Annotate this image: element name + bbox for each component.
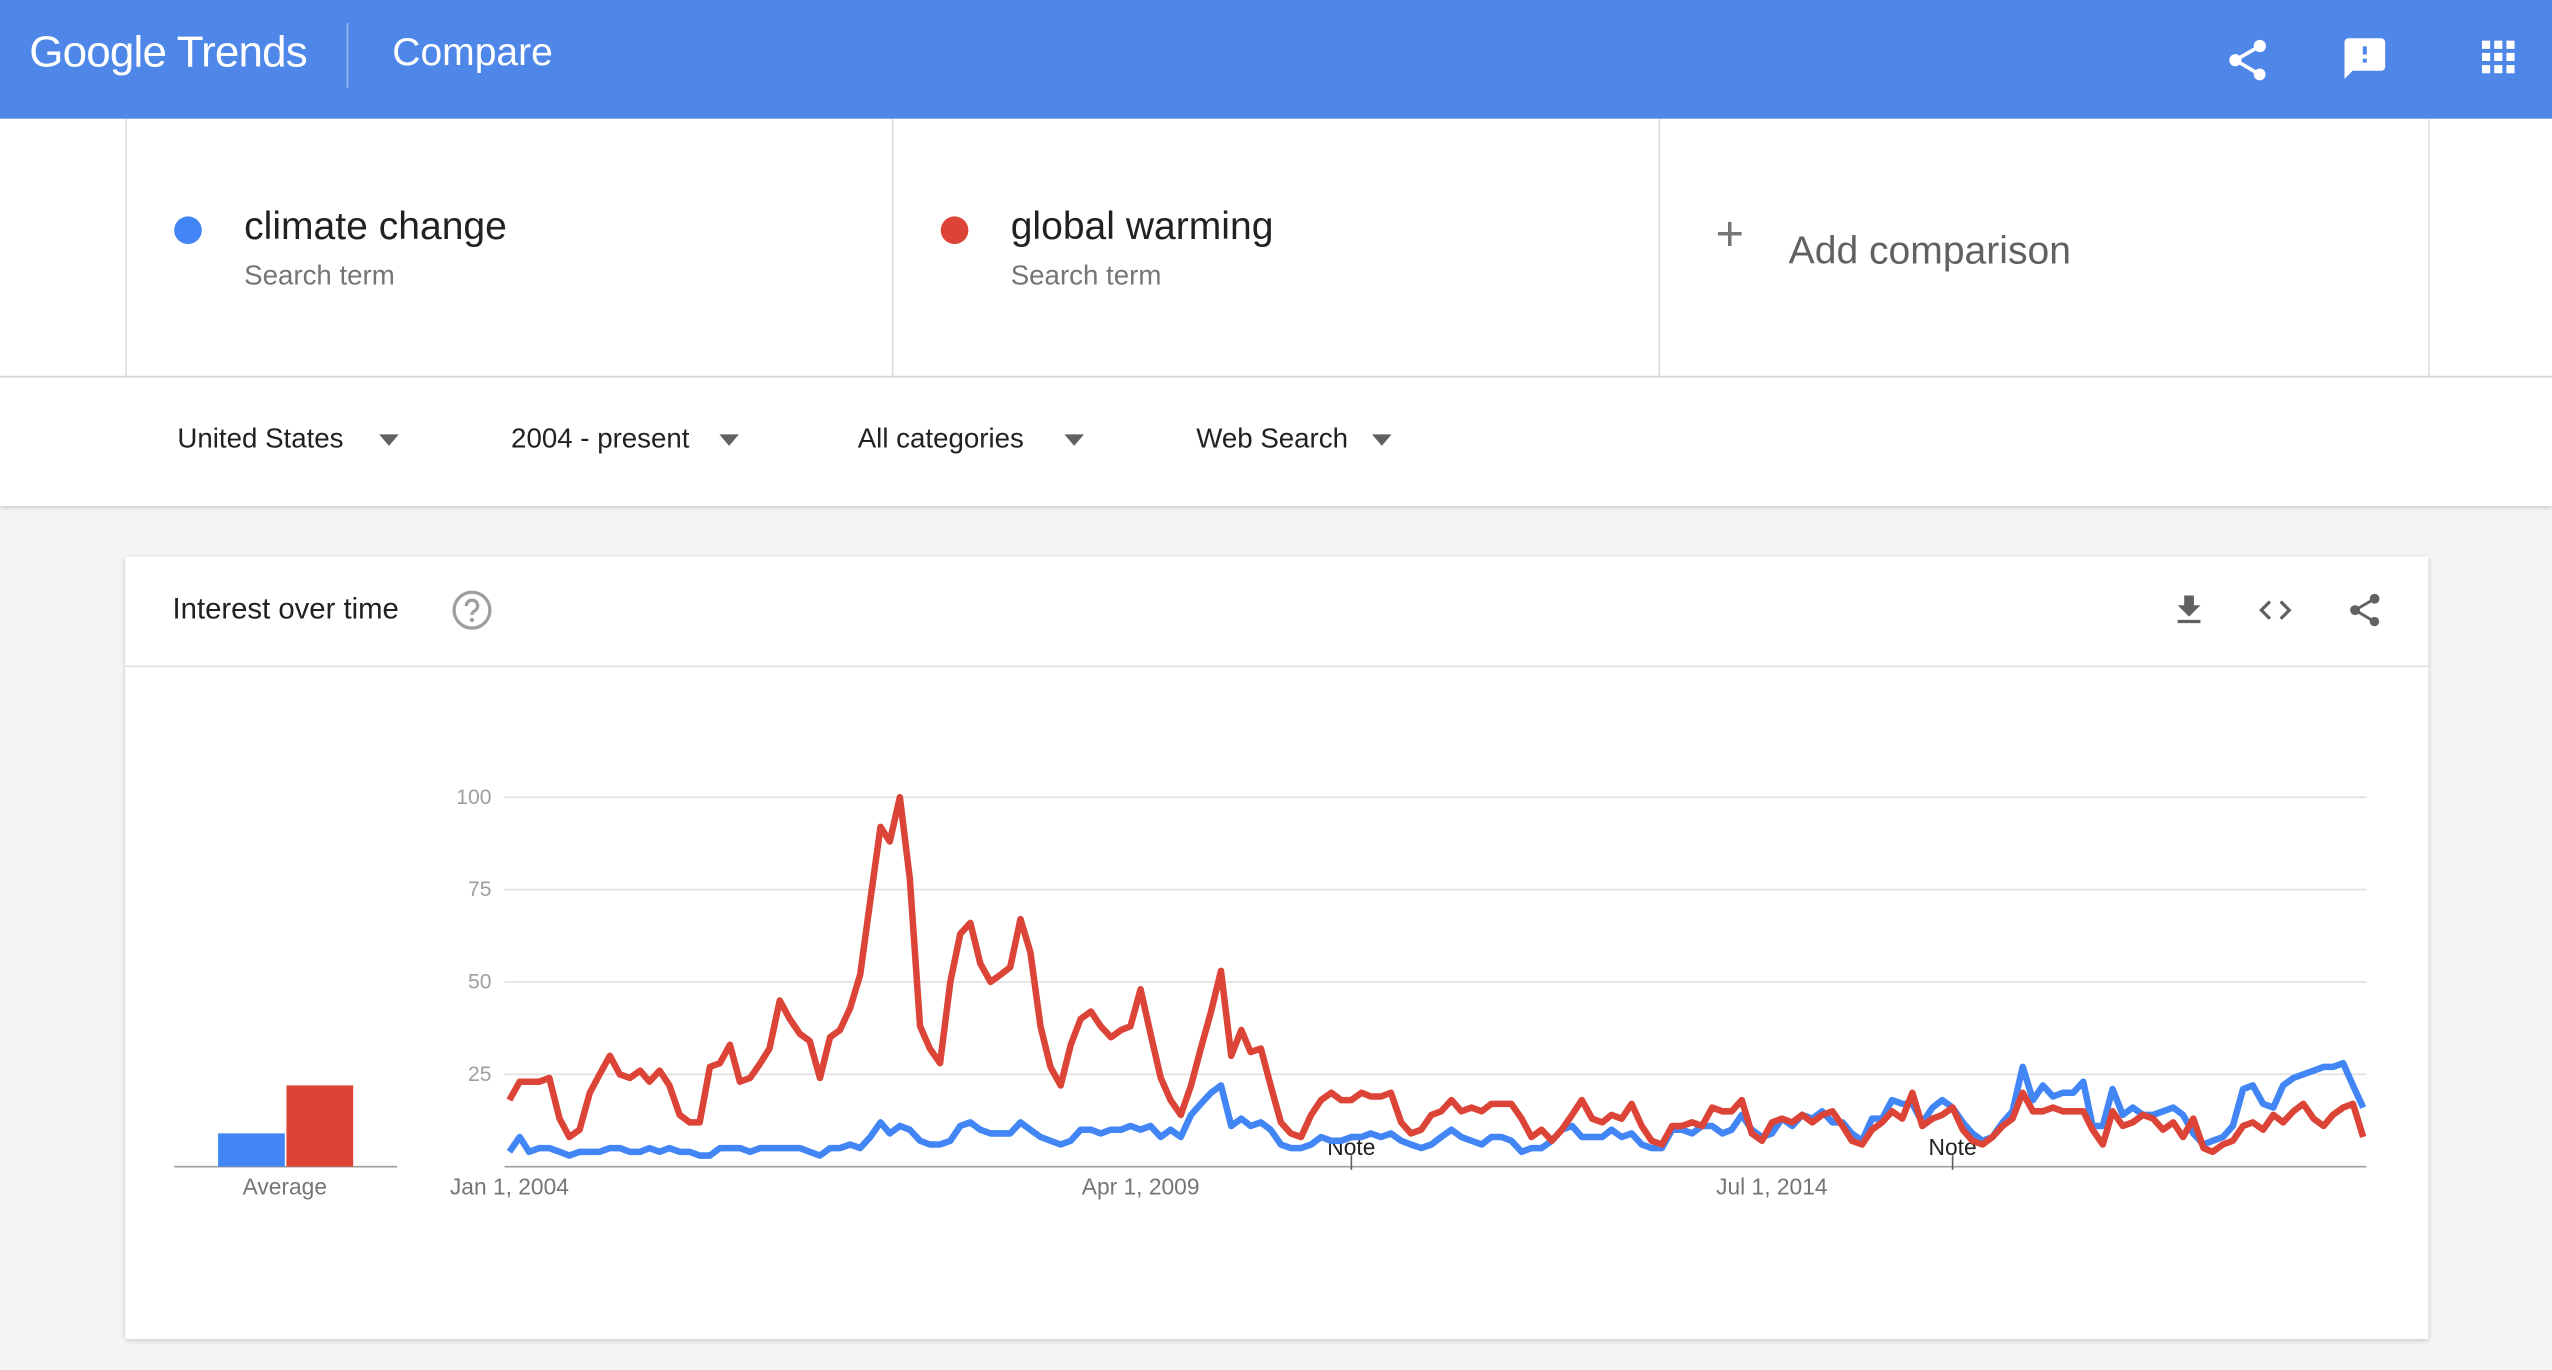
dropdown-arrow: [719, 434, 739, 446]
term-card[interactable]: climate change Search term: [125, 118, 893, 376]
legend-dot: [940, 216, 969, 245]
y-tick-label: 50: [468, 970, 492, 993]
share-chart-button[interactable]: [2345, 591, 2384, 630]
dropdown-arrow: [1372, 434, 1392, 446]
series-line: [506, 1059, 2367, 1159]
card-title: Interest over time: [172, 592, 399, 625]
y-tick-label: 100: [456, 786, 491, 809]
filter-bar: United States 2004 - present All categor…: [0, 377, 2552, 507]
download-button[interactable]: [2170, 591, 2209, 630]
legend-dot: [174, 216, 202, 245]
embed-button[interactable]: [2256, 591, 2295, 630]
dropdown-arrow: [379, 434, 399, 446]
time-filter[interactable]: 2004 - present: [511, 423, 690, 454]
term-type: Search term: [244, 260, 395, 292]
y-tick-label: 25: [468, 1063, 492, 1086]
apps-button[interactable]: [2474, 33, 2523, 82]
page-title: Compare: [392, 30, 553, 75]
help-icon[interactable]: [451, 589, 493, 631]
divider: [125, 665, 2429, 668]
header: Google Trends Compare: [0, 0, 2552, 119]
average-bar: [286, 1085, 354, 1167]
share-button[interactable]: [2223, 36, 2272, 85]
add-comparison[interactable]: + Add comparison: [1658, 118, 2430, 376]
term-card[interactable]: global warming Search term: [891, 118, 1660, 376]
term-name: global warming: [1010, 205, 1274, 249]
feedback-button[interactable]: [2340, 34, 2389, 83]
x-tick-label: Jul 1, 2014: [1716, 1173, 1827, 1199]
category-filter[interactable]: All categories: [857, 423, 1024, 454]
terms-bar: climate change Search term global warmin…: [0, 118, 2552, 378]
y-tick-label: 75: [468, 878, 492, 901]
term-type: Search term: [1010, 260, 1162, 292]
separator: [346, 22, 349, 88]
chart-card: Interest over time: [125, 556, 2429, 1340]
search-type-filter[interactable]: Web Search: [1196, 423, 1348, 454]
x-tick-label: Apr 1, 2009: [1082, 1173, 1200, 1199]
region-filter[interactable]: United States: [177, 423, 344, 454]
average-label: Average: [243, 1173, 327, 1199]
dropdown-arrow: [1064, 434, 1084, 446]
term-name: climate change: [244, 205, 507, 249]
x-tick-label: Jan 1, 2004: [450, 1173, 569, 1199]
average-bar: [218, 1133, 285, 1167]
add-comparison-label: Add comparison: [1788, 229, 2071, 274]
logo[interactable]: Google Trends: [29, 27, 307, 77]
plus-icon: +: [1715, 208, 1744, 262]
series-line: [506, 794, 2367, 1156]
